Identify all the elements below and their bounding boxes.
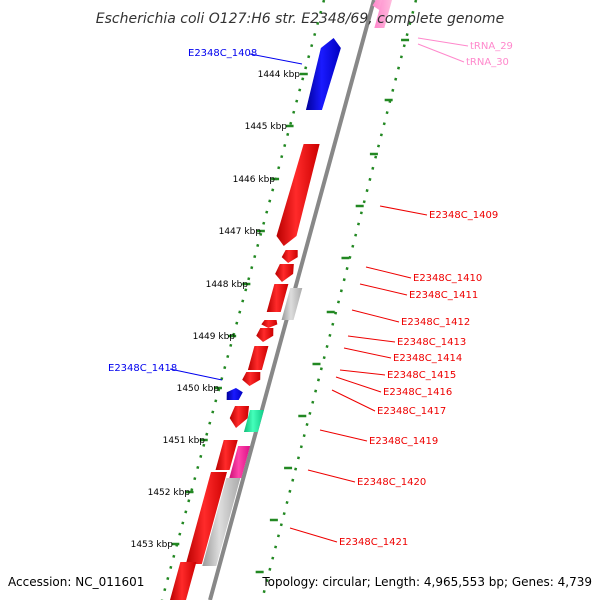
reverse-gene-block: [247, 346, 269, 370]
kbp-label: 1450 kbp: [177, 384, 220, 394]
label-leader-line: [417, 43, 465, 63]
label-leader-line: [289, 527, 338, 543]
label-leader-line: [343, 347, 392, 359]
gene-label[interactable]: E2348C_1408: [188, 48, 257, 59]
kbp-label: 1448 kbp: [206, 280, 249, 290]
reverse-gene-block: [281, 250, 298, 263]
gene-label[interactable]: E2348C_1414: [393, 353, 462, 364]
label-leader-line: [379, 205, 428, 216]
misc-feature-block: [229, 446, 251, 478]
label-leader-line: [307, 469, 356, 483]
gene-label[interactable]: E2348C_1415: [387, 370, 456, 381]
reverse-gene-block: [275, 264, 294, 282]
gene-label[interactable]: E2348C_1421: [339, 537, 408, 548]
misc-feature-block: [243, 410, 264, 432]
reverse-gene-block: [242, 372, 261, 386]
label-leader-line: [417, 37, 469, 47]
reverse-gene-block: [276, 144, 320, 246]
genome-title: Escherichia coli O127:H6 str. E2348/69, …: [96, 11, 504, 27]
outer-tick-ring: [160, 0, 326, 600]
topology-text: Topology: circular; Length: 4,965,553 bp…: [261, 575, 592, 589]
inner-tick-ring: [260, 0, 418, 600]
gene-features: [170, 0, 392, 600]
label-leader-line: [359, 283, 408, 296]
kbp-label: 1451 kbp: [163, 436, 206, 446]
reverse-gene-block: [170, 562, 197, 600]
reverse-gene-block: [185, 472, 227, 564]
kbp-label: 1452 kbp: [148, 488, 191, 498]
reverse-gene-block: [266, 284, 289, 312]
label-leader-line: [347, 335, 396, 343]
gene-label[interactable]: E2348C_1418: [108, 363, 177, 374]
reverse-gene-block: [256, 328, 274, 342]
gene-label[interactable]: E2348C_1411: [409, 290, 478, 301]
gene-label[interactable]: E2348C_1420: [357, 477, 426, 488]
reverse-gene-block: [229, 406, 250, 428]
reverse-gene-block: [261, 320, 278, 328]
forward-gene-block: [305, 38, 341, 110]
gene-label[interactable]: E2348C_1413: [397, 337, 466, 348]
gene-label[interactable]: E2348C_1416: [383, 387, 452, 398]
pseudogene-block: [281, 288, 303, 320]
label-leader-line: [351, 309, 400, 323]
gene-label[interactable]: E2348C_1419: [369, 436, 438, 447]
label-leader-line: [169, 368, 223, 381]
label-leader-line: [335, 376, 382, 393]
label-leader-line: [249, 53, 303, 65]
gene-label[interactable]: E2348C_1409: [429, 210, 498, 221]
forward-gene-block: [226, 388, 243, 400]
label-leader-line: [365, 266, 412, 279]
kbp-label: 1444 kbp: [258, 70, 301, 80]
kbp-label: 1447 kbp: [219, 227, 262, 237]
accession-text: Accession: NC_011601: [8, 575, 144, 589]
label-leader-line: [331, 389, 376, 412]
gene-label[interactable]: E2348C_1410: [413, 273, 482, 284]
kbp-label: 1446 kbp: [233, 175, 276, 185]
kbp-scale: 1444 kbp 1445 kbp 1446 kbp 1447 kbp 1448 kbp…: [131, 38, 410, 574]
kbp-label: 1445 kbp: [245, 122, 288, 132]
gene-label[interactable]: E2348C_1412: [401, 317, 470, 328]
trna-block: [374, 0, 392, 28]
reverse-gene-block: [215, 440, 238, 470]
gene-label[interactable]: tRNA_30: [466, 57, 509, 68]
pseudogene-block: [202, 478, 241, 566]
gene-label[interactable]: E2348C_1417: [377, 406, 446, 417]
gene-label[interactable]: tRNA_29: [470, 41, 513, 52]
label-leader-line: [339, 369, 386, 376]
gene-labels: E2348C_1408 tRNA_29 tRNA_30 E2348C_1409 E234…: [108, 41, 513, 548]
label-leader-line: [319, 429, 368, 442]
kbp-label: 1449 kbp: [193, 332, 236, 342]
label-leaders: [169, 37, 469, 543]
kbp-label: 1453 kbp: [131, 540, 174, 550]
